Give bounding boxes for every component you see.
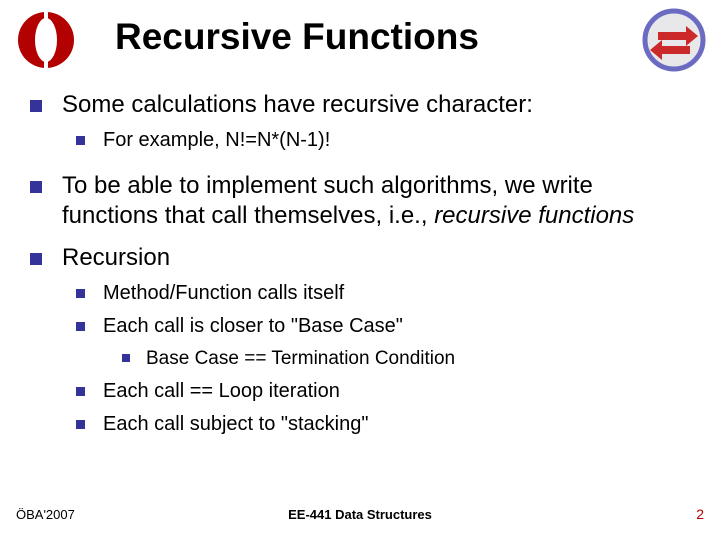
bullet-text: Each call == Loop iteration (103, 379, 340, 404)
footer-center: EE-441 Data Structures (0, 507, 720, 522)
bullet-lvl3: Base Case == Termination Condition (122, 347, 690, 371)
bullet-lvl1: Some calculations have recursive charact… (30, 90, 690, 120)
bullet-icon (76, 322, 85, 331)
bullet-icon (76, 420, 85, 429)
slide: Recursive Functions Some calculations ha… (0, 0, 720, 540)
content-area: Some calculations have recursive charact… (30, 90, 690, 445)
bullet-text: Each call is closer to "Base Case" (103, 314, 403, 339)
bullet-icon (76, 387, 85, 396)
bullet-icon (76, 289, 85, 298)
bullet-lvl2: Method/Function calls itself (76, 281, 690, 306)
bullet-text: For example, N!=N*(N-1)! (103, 128, 330, 153)
bullet-lvl1: Recursion (30, 243, 690, 273)
bullet-text-em: recursive functions (434, 202, 634, 229)
bullet-icon (30, 253, 42, 265)
bullet-icon (30, 181, 42, 193)
bullet-lvl2: For example, N!=N*(N-1)! (76, 128, 690, 153)
bullet-lvl1: To be able to implement such algorithms,… (30, 171, 690, 231)
slide-title: Recursive Functions (115, 16, 479, 58)
bullet-text: Base Case == Termination Condition (146, 347, 455, 371)
bullet-text: Method/Function calls itself (103, 281, 344, 306)
bullet-icon (30, 100, 42, 112)
logo-right (642, 8, 706, 72)
bullet-lvl2: Each call is closer to "Base Case" (76, 314, 690, 339)
logo-left (14, 8, 78, 72)
bullet-lvl2: Each call == Loop iteration (76, 379, 690, 404)
bullet-text: To be able to implement such algorithms,… (62, 171, 690, 231)
bullet-text: Some calculations have recursive charact… (62, 90, 533, 120)
bullet-text: Each call subject to "stacking" (103, 412, 368, 437)
bullet-icon (122, 354, 130, 362)
bullet-icon (76, 136, 85, 145)
bullet-text: Recursion (62, 243, 170, 273)
bullet-lvl2: Each call subject to "stacking" (76, 412, 690, 437)
footer-page-number: 2 (696, 506, 704, 522)
